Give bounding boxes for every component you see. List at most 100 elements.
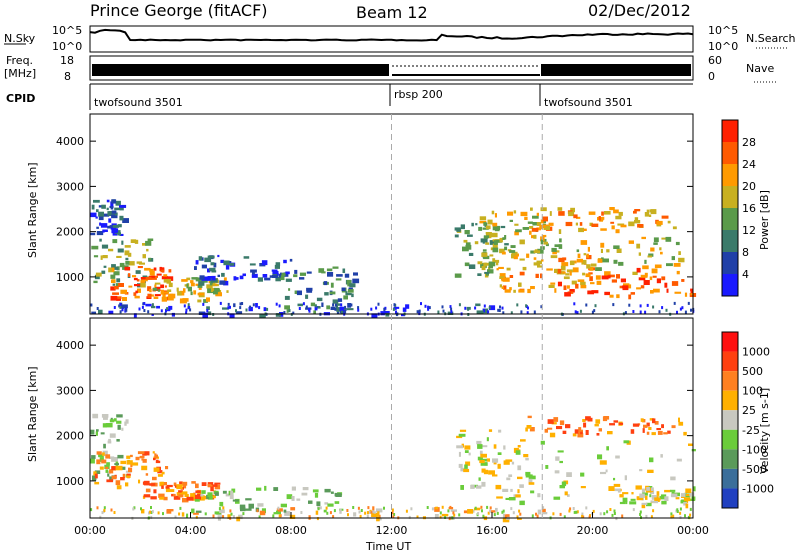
data-cell — [116, 420, 122, 424]
nave-label: Nave — [746, 62, 774, 75]
data-cell — [460, 224, 465, 230]
data-cell — [316, 297, 323, 302]
near-range-cell — [575, 510, 578, 514]
data-cell — [604, 271, 611, 276]
data-cell — [305, 294, 309, 299]
data-cell — [656, 428, 661, 431]
data-cell — [557, 207, 563, 211]
near-range-cell — [278, 304, 281, 308]
data-cell — [557, 450, 564, 453]
near-range-cell — [612, 303, 615, 307]
data-cell — [284, 305, 290, 310]
near-range-cell — [585, 303, 588, 307]
near-range-cell — [383, 307, 386, 311]
ytick-label: 2000 — [56, 430, 84, 443]
data-cell — [576, 258, 583, 263]
data-cell — [517, 476, 523, 480]
near-range-cell — [489, 509, 492, 513]
near-range-cell — [332, 303, 335, 307]
nsky-tick-top: 10^5 — [52, 24, 82, 37]
data-cell — [117, 224, 122, 228]
data-cell — [297, 303, 303, 307]
near-range-cell — [676, 310, 678, 314]
data-cell — [519, 484, 524, 488]
data-cell — [193, 290, 197, 295]
data-cell — [636, 243, 641, 249]
data-cell — [501, 286, 504, 289]
data-cell — [527, 221, 533, 224]
data-cell — [489, 510, 496, 513]
near-range-cell — [149, 510, 152, 514]
data-cell — [475, 223, 478, 226]
data-cell — [98, 453, 104, 458]
nsky-tick-bottom: 10^0 — [52, 40, 82, 53]
data-cell — [618, 211, 623, 216]
data-cell — [554, 470, 560, 474]
data-cell — [638, 277, 646, 281]
data-cell — [114, 463, 119, 466]
data-cell — [107, 471, 111, 474]
data-cell — [91, 311, 96, 315]
data-cell — [613, 259, 618, 264]
near-range-cell — [420, 302, 422, 306]
data-cell — [248, 503, 254, 509]
data-cell — [316, 306, 321, 309]
data-cell — [215, 292, 222, 297]
colorbar-swatch — [722, 449, 738, 469]
data-cell — [502, 237, 505, 240]
data-cell — [195, 494, 201, 500]
data-cell — [645, 489, 652, 493]
velocity-panel: Slant Range [km] 1000 2000 3000 4000 — [26, 317, 696, 523]
data-cell — [152, 287, 158, 291]
data-cell — [588, 272, 593, 275]
colorbar-tick: 1000 — [742, 346, 770, 359]
near-range-cell — [474, 306, 477, 310]
data-cell — [179, 482, 184, 485]
near-range-cell — [652, 509, 655, 513]
data-cell — [486, 272, 489, 276]
data-cell — [190, 280, 194, 284]
data-cell — [100, 255, 103, 260]
data-cell — [102, 452, 105, 456]
data-cell — [96, 429, 99, 432]
data-cell — [143, 494, 151, 498]
data-cell — [204, 512, 207, 516]
near-range-cell — [552, 512, 555, 516]
scan-mode-boundaries — [391, 114, 543, 518]
data-cell — [595, 419, 601, 424]
data-cell — [503, 460, 510, 465]
data-cell — [137, 266, 143, 269]
data-cell — [149, 483, 156, 486]
data-cell — [619, 501, 626, 505]
data-cell — [646, 487, 650, 491]
data-cell — [641, 503, 646, 509]
data-cell — [249, 263, 256, 266]
data-cell — [613, 477, 616, 481]
data-cell — [153, 296, 159, 299]
near-range-cell — [679, 307, 682, 311]
data-cell — [102, 255, 108, 259]
data-cell — [291, 496, 295, 501]
near-range-cell — [533, 310, 536, 314]
data-cell — [488, 266, 491, 272]
data-cell — [622, 497, 628, 503]
near-range-cell — [151, 303, 154, 307]
near-range-cell — [426, 506, 429, 509]
data-cell — [454, 273, 462, 278]
data-cell — [93, 471, 97, 476]
data-cell — [160, 289, 164, 295]
data-cell — [182, 498, 189, 503]
data-cell — [636, 267, 641, 273]
near-range-cell — [118, 304, 121, 308]
data-cell — [273, 487, 279, 491]
data-cell — [559, 420, 565, 426]
colorbar-tick: 20 — [742, 180, 756, 193]
data-cell — [152, 476, 157, 481]
data-cell — [240, 506, 246, 512]
data-cell — [153, 467, 160, 472]
data-cell — [529, 427, 535, 432]
data-cell — [170, 293, 176, 299]
near-range-cell — [235, 309, 237, 313]
near-range-cell — [510, 311, 513, 315]
